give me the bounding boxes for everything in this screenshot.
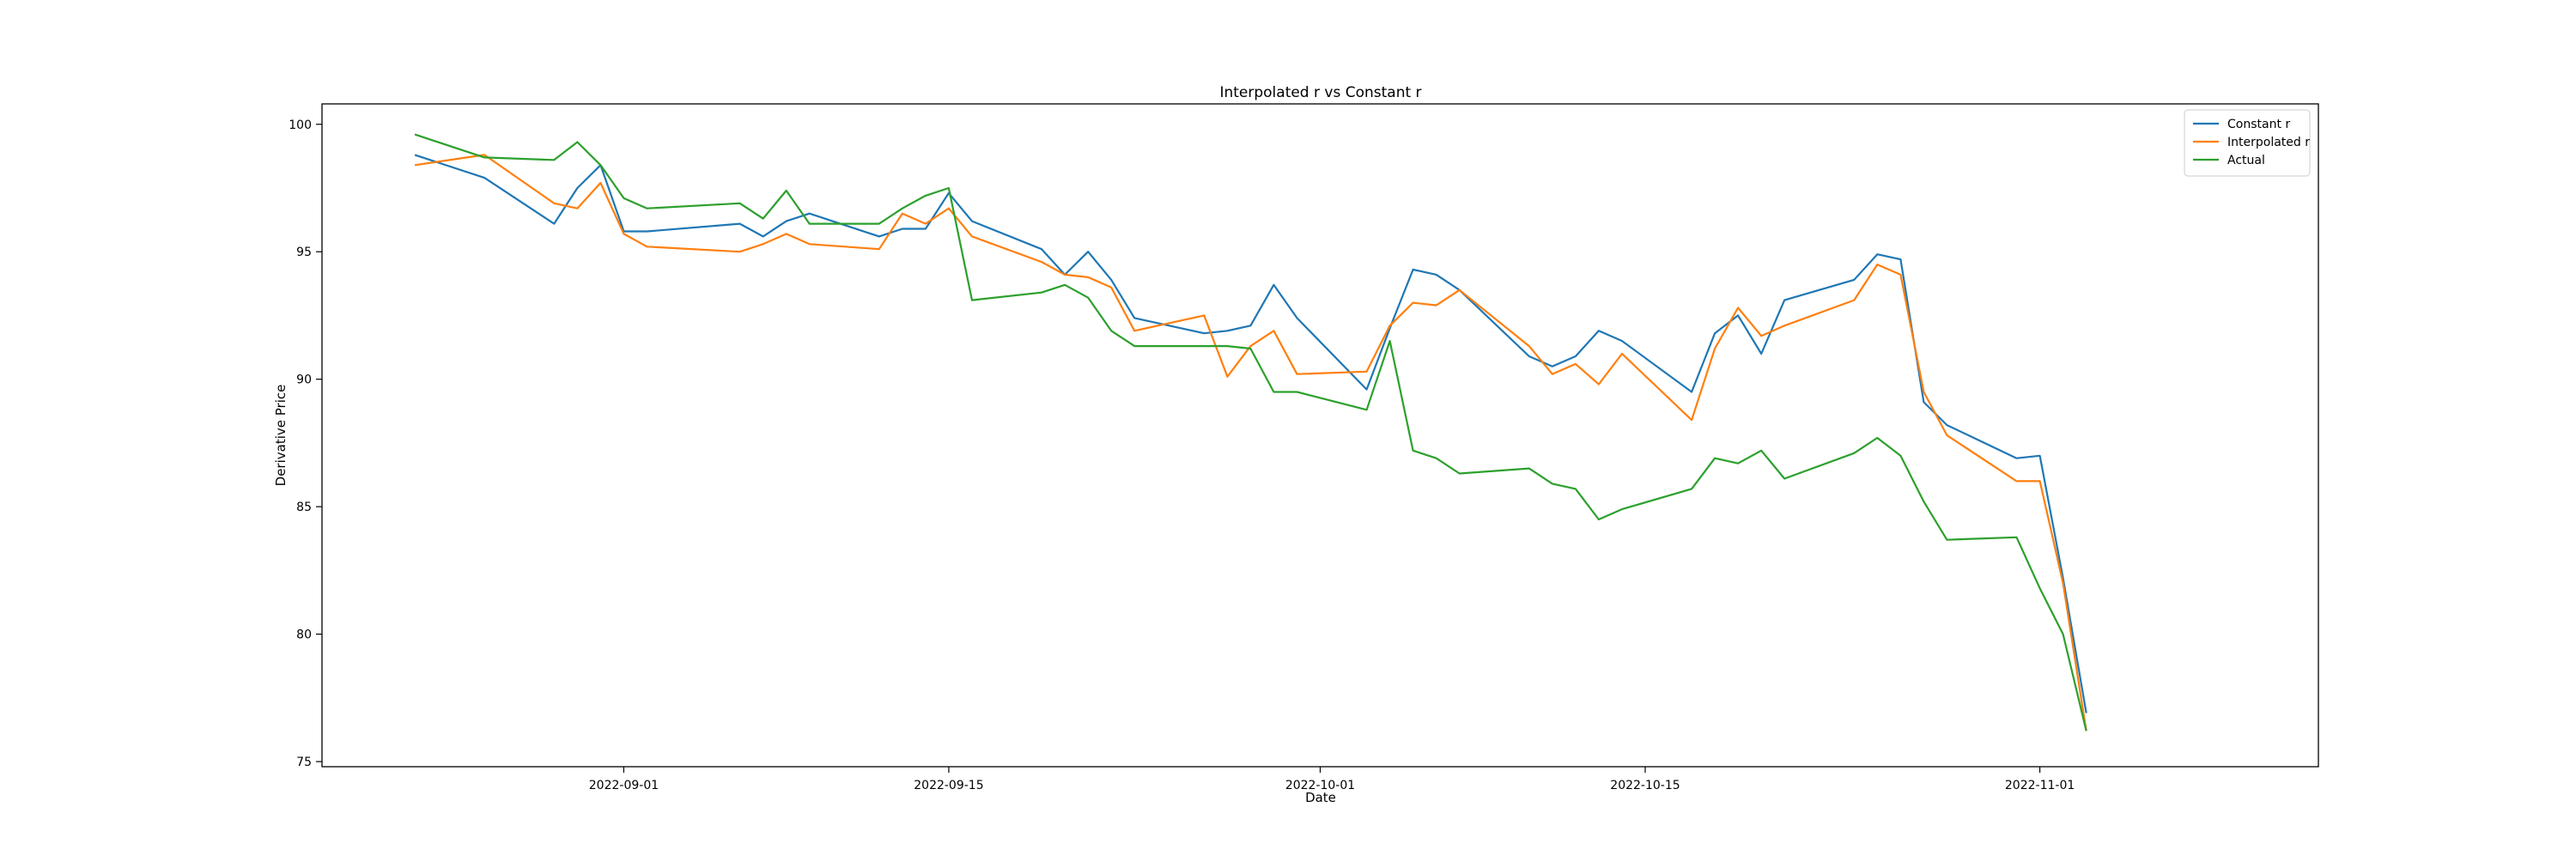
y-tick-label: 75	[296, 756, 312, 769]
x-tick-label: 2022-09-15	[914, 779, 983, 792]
y-axis-label: Derivative Price	[273, 385, 289, 487]
y-tick-label: 80	[296, 628, 312, 642]
legend-label: Actual	[2227, 154, 2265, 167]
series-line-2	[414, 154, 2087, 731]
legend: Constant r Interpolated r Actual	[2184, 109, 2311, 177]
y-tick-label: 85	[296, 501, 312, 514]
y-tick-label: 95	[296, 246, 312, 259]
x-tick-label: 2022-09-01	[589, 779, 659, 792]
axes-frame	[321, 103, 2319, 768]
plot-area: 2022-09-01 2022-09-15 2022-10-01 2022-10-15…	[289, 103, 2319, 792]
x-axis-label: Date	[1305, 790, 1336, 805]
legend-label: Interpolated r	[2227, 136, 2310, 149]
chart-title: Interpolated r vs Constant r	[1219, 84, 1421, 101]
y-tick-label: 90	[296, 373, 312, 387]
legend-label: Constant r	[2227, 118, 2290, 131]
series-line-1	[414, 154, 2087, 713]
x-tick-label: 2022-11-01	[2005, 779, 2075, 792]
series-line-3	[414, 133, 2087, 731]
y-tick-label: 100	[289, 118, 312, 132]
x-tick-label: 2022-10-01	[1285, 779, 1355, 792]
x-tick-label: 2022-10-15	[1610, 779, 1680, 792]
